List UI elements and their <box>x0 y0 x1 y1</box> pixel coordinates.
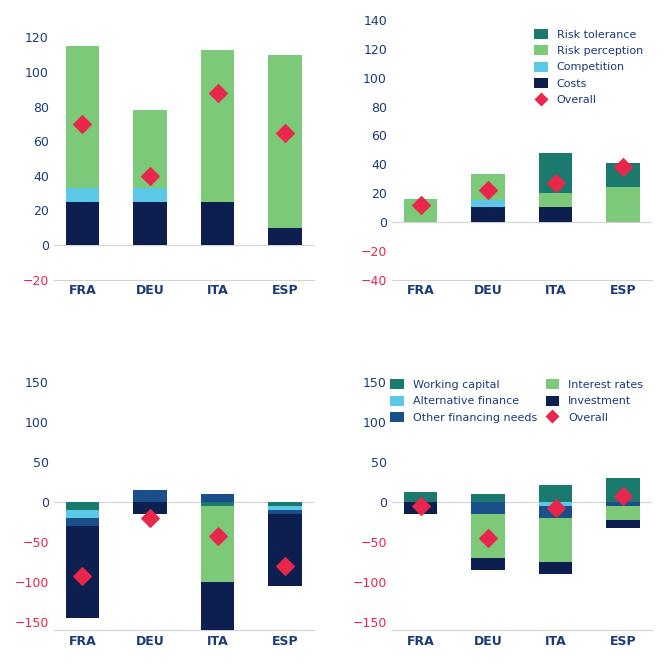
Bar <box>268 506 302 510</box>
Point <box>280 561 290 572</box>
Bar <box>268 510 302 514</box>
Bar <box>606 502 640 506</box>
Bar <box>66 188 99 202</box>
Bar <box>539 484 573 502</box>
Legend: Working capital, Alternative finance, Other financing needs, Interest rates, Inv: Working capital, Alternative finance, Ot… <box>387 376 646 426</box>
Bar <box>471 174 505 200</box>
Point <box>618 490 628 501</box>
Bar <box>606 521 640 529</box>
Bar <box>539 193 573 208</box>
Bar <box>539 506 573 518</box>
Bar <box>133 202 167 245</box>
Bar <box>471 494 505 502</box>
Point <box>144 170 155 181</box>
Point <box>618 161 628 172</box>
Bar <box>133 490 167 502</box>
Bar <box>606 506 640 521</box>
Bar <box>201 494 235 502</box>
Bar <box>66 502 99 510</box>
Bar <box>539 502 573 506</box>
Point <box>550 178 561 188</box>
Point <box>415 199 426 210</box>
Bar <box>539 518 573 562</box>
Bar <box>404 199 437 222</box>
Point <box>550 503 561 514</box>
Point <box>77 570 88 581</box>
Bar <box>606 478 640 502</box>
Bar <box>471 558 505 570</box>
Point <box>77 119 88 129</box>
Point <box>144 513 155 523</box>
Bar <box>201 582 235 654</box>
Bar <box>133 502 167 514</box>
Bar <box>66 46 99 188</box>
Bar <box>66 526 99 618</box>
Point <box>482 185 493 196</box>
Bar <box>66 518 99 526</box>
Bar <box>268 228 302 245</box>
Bar <box>201 502 235 506</box>
Bar <box>404 492 437 502</box>
Point <box>482 533 493 543</box>
Bar <box>201 202 235 245</box>
Point <box>415 500 426 511</box>
Bar <box>539 562 573 574</box>
Bar <box>471 502 505 514</box>
Bar <box>201 506 235 582</box>
Bar <box>539 208 573 222</box>
Bar <box>471 514 505 558</box>
Bar <box>201 50 235 202</box>
Bar <box>606 188 640 222</box>
Bar <box>268 514 302 586</box>
Point <box>212 530 223 541</box>
Bar <box>606 163 640 188</box>
Bar <box>133 188 167 202</box>
Bar <box>66 202 99 245</box>
Bar <box>133 110 167 188</box>
Legend: Risk tolerance, Risk perception, Competition, Costs, Overall: Risk tolerance, Risk perception, Competi… <box>531 25 646 109</box>
Point <box>212 87 223 98</box>
Bar <box>268 55 302 228</box>
Bar <box>268 502 302 506</box>
Bar <box>471 200 505 208</box>
Bar <box>539 153 573 193</box>
Bar <box>404 502 437 514</box>
Point <box>280 127 290 138</box>
Bar <box>471 208 505 222</box>
Bar <box>66 510 99 518</box>
